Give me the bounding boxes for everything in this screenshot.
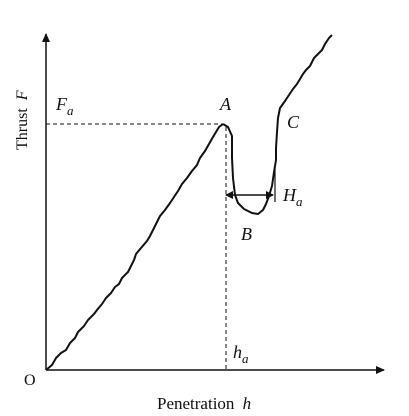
- point-a-label: A: [219, 94, 232, 114]
- fa-label: Fa: [55, 94, 74, 118]
- ha-label-main: h: [233, 342, 242, 362]
- y-axis-label: Thrust F: [14, 90, 31, 150]
- hardness-label: Ha: [282, 185, 303, 209]
- y-axis-label-word: Thrust: [14, 108, 31, 150]
- unloading-reloading-curve: [222, 34, 333, 215]
- ha-label: ha: [233, 342, 249, 366]
- hardness-label-sub: a: [296, 194, 303, 209]
- hardness-label-main: H: [282, 185, 297, 205]
- ha-label-sub: a: [242, 351, 249, 366]
- fa-label-sub: a: [67, 103, 74, 118]
- x-axis-label-symbol: h: [243, 394, 252, 413]
- loading-curve: [45, 123, 224, 371]
- x-axis-label-word: Penetration: [157, 394, 235, 413]
- point-b-label: B: [241, 224, 252, 244]
- x-axis-label: Penetration h: [157, 394, 251, 413]
- y-axis-label-symbol: F: [14, 90, 31, 101]
- origin-label: O: [24, 372, 36, 389]
- point-c-label: C: [287, 112, 300, 132]
- fa-label-main: F: [55, 94, 68, 114]
